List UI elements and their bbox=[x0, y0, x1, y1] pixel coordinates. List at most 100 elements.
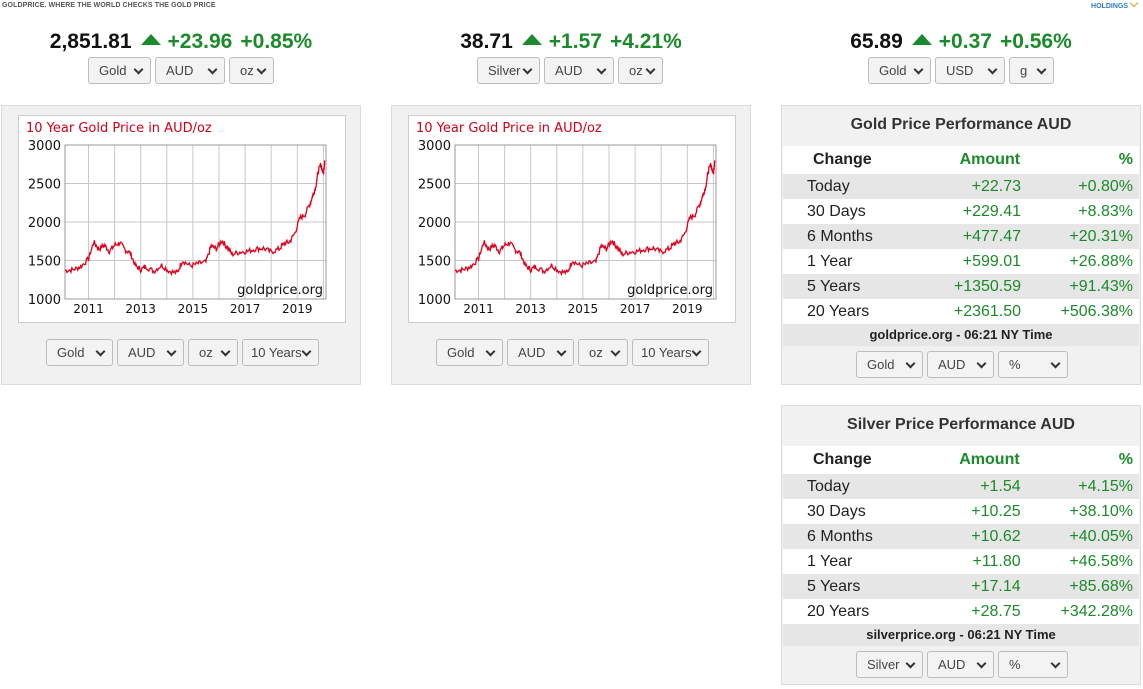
currency-select-value: AUD bbox=[555, 63, 583, 78]
chevron-down-icon bbox=[905, 358, 916, 369]
currency-select[interactable]: USD bbox=[935, 57, 1005, 84]
perf-currency-select[interactable]: AUD bbox=[927, 651, 994, 678]
table-row: 30 Days +10.25 +38.10% bbox=[783, 499, 1139, 524]
chevron-down-icon bbox=[691, 346, 702, 357]
ticker-selectors: Silver AUD oz bbox=[477, 57, 663, 84]
performance-table: Change Amount % Today +22.73 +0.80% 30 Day… bbox=[783, 146, 1139, 324]
percent-value: +46.58% bbox=[1020, 549, 1139, 574]
unit-select[interactable]: g bbox=[1009, 57, 1054, 84]
chart-unit-select[interactable]: oz bbox=[578, 339, 628, 366]
column-header: Change bbox=[783, 446, 923, 474]
x-tick-label: 2019 bbox=[672, 302, 703, 316]
holdings-menu[interactable]: HOLDINGS bbox=[1091, 0, 1139, 10]
chevron-down-icon bbox=[256, 64, 267, 75]
chart-currency-select[interactable]: AUD bbox=[507, 339, 574, 366]
metal-select-value: Gold bbox=[99, 63, 127, 78]
x-tick-label: 2017 bbox=[230, 302, 261, 316]
currency-select-value: AUD bbox=[166, 63, 194, 78]
chevron-down-icon bbox=[133, 64, 144, 75]
arrow-up-icon bbox=[140, 33, 161, 45]
panel-title: Gold Price Performance AUD bbox=[850, 116, 1072, 133]
table-header: Change Amount % bbox=[783, 446, 1139, 474]
y-tick-label: 2500 bbox=[28, 178, 61, 193]
arrow-up-icon bbox=[911, 33, 932, 45]
x-tick-label: 2017 bbox=[620, 302, 651, 316]
amount-value: +10.25 bbox=[922, 499, 1021, 524]
chevron-down-icon bbox=[1050, 358, 1061, 369]
chart-title: 10 Year Gold Price in AUD/oz bbox=[416, 121, 602, 136]
period-label: 20 Years bbox=[783, 299, 922, 324]
chevron-down-icon bbox=[913, 64, 924, 75]
chevron-down-icon bbox=[207, 64, 218, 75]
x-tick-label: 2015 bbox=[568, 302, 599, 316]
ticker-silver-aud: 38.71 +1.57 +4.21% bbox=[390, 28, 752, 56]
table-row: Today +22.73 +0.80% bbox=[783, 174, 1139, 199]
amount-value: +1350.59 bbox=[921, 274, 1022, 299]
period-label: 5 Years bbox=[783, 574, 923, 599]
period-label: Today bbox=[783, 474, 923, 499]
period-label: Today bbox=[783, 174, 922, 199]
chart-unit-select[interactable]: oz bbox=[188, 339, 238, 366]
perf-metal-value: Silver bbox=[867, 657, 900, 672]
ticker-gold-aud: 2,851.81 +23.96 +0.85% bbox=[0, 28, 362, 56]
y-tick-label: 2000 bbox=[28, 216, 61, 231]
period-label: 1 Year bbox=[783, 249, 922, 274]
y-tick-label: 3000 bbox=[28, 139, 61, 154]
amount-value: +477.47 bbox=[921, 224, 1022, 249]
ticker-price: 2,851.81 bbox=[49, 30, 132, 53]
top-bar: GOLDPRICE. WHERE THE WORLD CHECKS THE GO… bbox=[0, 0, 1143, 12]
chart-metal-select[interactable]: Gold bbox=[436, 339, 503, 366]
chevron-down-icon bbox=[166, 346, 177, 357]
chart-period-select[interactable]: 10 Years bbox=[632, 339, 709, 366]
table-header: Change Amount % bbox=[783, 146, 1139, 174]
chevron-down-icon bbox=[596, 64, 607, 75]
table-row: 5 Years +17.14 +85.68% bbox=[783, 574, 1139, 599]
table-row: 6 Months +10.62 +40.05% bbox=[783, 524, 1139, 549]
gold-price-chart: 10 Year Gold Price in AUD/oz 3000 2500 2000… bbox=[416, 121, 717, 316]
table-row: 30 Days +229.41 +8.83% bbox=[783, 199, 1139, 224]
period-label: 30 Days bbox=[783, 499, 923, 524]
plot-area-border bbox=[64, 144, 327, 300]
percent-value: +20.31% bbox=[1021, 224, 1139, 249]
ticker-change: +1.57 bbox=[548, 30, 602, 53]
percent-value: +85.68% bbox=[1020, 574, 1139, 599]
plot-area-border bbox=[454, 144, 717, 300]
chevron-down-icon bbox=[610, 346, 621, 357]
y-tick-label: 1500 bbox=[28, 255, 61, 270]
ticker-percent: +4.21% bbox=[609, 30, 682, 53]
silver-performance-panel: Silver Price Performance AUD Change Amou… bbox=[781, 405, 1141, 685]
y-tick-label: 3000 bbox=[418, 139, 451, 154]
chart-currency-value: AUD bbox=[128, 345, 156, 360]
chart-currency-select[interactable]: AUD bbox=[117, 339, 184, 366]
source-timestamp: silverprice.org - 06:21 NY Time bbox=[783, 624, 1139, 646]
chart-period-value: 10 Years bbox=[641, 345, 692, 360]
amount-value: +599.01 bbox=[921, 249, 1022, 274]
chart-metal-select[interactable]: Gold bbox=[46, 339, 113, 366]
currency-select[interactable]: AUD bbox=[544, 57, 614, 84]
perf-currency-select[interactable]: AUD bbox=[927, 351, 994, 378]
amount-value: +229.41 bbox=[921, 199, 1022, 224]
currency-select-value: USD bbox=[946, 63, 974, 78]
chevron-down-icon bbox=[522, 64, 533, 75]
chevron-down-icon bbox=[987, 64, 998, 75]
chevron-down-icon bbox=[905, 658, 916, 669]
y-tick-label: 2500 bbox=[418, 178, 451, 193]
period-label: 5 Years bbox=[783, 274, 922, 299]
perf-metal-select[interactable]: Silver bbox=[856, 651, 923, 678]
unit-select[interactable]: oz bbox=[229, 57, 274, 84]
perf-metal-select[interactable]: Gold bbox=[856, 351, 923, 378]
amount-value: +22.73 bbox=[921, 174, 1022, 199]
chart-period-select[interactable]: 10 Years bbox=[242, 339, 319, 366]
metal-select[interactable]: Gold bbox=[868, 57, 931, 84]
metal-select[interactable]: Gold bbox=[88, 57, 151, 84]
percent-value: +0.80% bbox=[1021, 174, 1139, 199]
perf-mode-select[interactable]: % bbox=[998, 351, 1068, 378]
table-row: 1 Year +11.80 +46.58% bbox=[783, 549, 1139, 574]
perf-mode-select[interactable]: % bbox=[998, 651, 1068, 678]
currency-select[interactable]: AUD bbox=[155, 57, 225, 84]
metal-select[interactable]: Silver bbox=[477, 57, 540, 84]
unit-select[interactable]: oz bbox=[618, 57, 663, 84]
chart-period-value: 10 Years bbox=[251, 345, 302, 360]
column-header: % bbox=[1020, 446, 1139, 474]
site-brand[interactable]: GOLDPRICE. WHERE THE WORLD CHECKS THE GO… bbox=[2, 2, 216, 9]
